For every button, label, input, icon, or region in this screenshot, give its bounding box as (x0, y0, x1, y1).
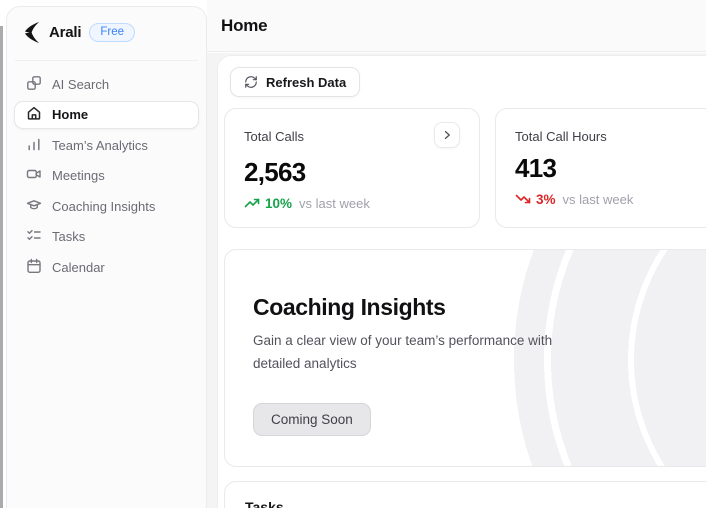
trending-down-icon (515, 191, 531, 207)
sidebar-item-label: Tasks (52, 229, 86, 244)
home-icon (26, 105, 42, 124)
stat-label: Total Calls (244, 129, 304, 144)
sidebar-item-label: Team’s Analytics (52, 137, 148, 153)
refresh-data-button[interactable]: Refresh Data (230, 67, 361, 97)
video-icon (26, 166, 42, 185)
sidebar-divider (15, 60, 198, 61)
stat-value: 413 (515, 153, 557, 183)
trend-compare: vs last week (299, 195, 370, 211)
calendar-icon (26, 258, 42, 277)
coaching-description: Gain a clear view of your team’s perform… (253, 333, 553, 371)
sidebar-item-label: Calendar (52, 259, 105, 275)
chevron-right-icon (441, 129, 453, 141)
tasks-title: Tasks (245, 499, 284, 508)
sidebar-item-home[interactable]: Home (14, 100, 199, 129)
sidebar-item-calendar[interactable]: Calendar (14, 253, 199, 281)
sidebar-item-coaching-insights[interactable]: Coaching Insights (14, 192, 199, 220)
sidebar-item-label: Home (52, 107, 89, 122)
ai-search-icon (26, 75, 42, 94)
coming-soon-button[interactable]: Coming Soon (253, 403, 371, 437)
stat-details-button[interactable] (434, 122, 460, 148)
stat-trend: 3% vs last week (515, 191, 706, 207)
refresh-icon (244, 75, 258, 89)
window-edge (0, 26, 3, 508)
main-panel: Refresh Data Total Calls 2,563 (217, 55, 706, 508)
stat-card-total-call-hours: Total Call Hours 413 3% vs last week (495, 108, 706, 228)
sidebar-item-label: Meetings (52, 168, 105, 183)
trend-percent: 10% (265, 195, 293, 211)
sidebar-nav: AI Search Home Team’s Analytics (7, 70, 206, 281)
sidebar-item-teams-analytics[interactable]: Team’s Analytics (14, 131, 199, 159)
trending-up-icon (244, 195, 260, 211)
sidebar-item-meetings[interactable]: Meetings (14, 162, 199, 190)
sidebar-item-label: Coaching Insights (52, 198, 156, 214)
page-title: Home (221, 15, 268, 35)
brand: Arali Free (7, 7, 206, 57)
trend-percent: 3% (536, 191, 556, 207)
trend-compare: vs last week (562, 191, 634, 207)
sidebar-item-tasks[interactable]: Tasks (14, 223, 199, 251)
stat-card-total-calls: Total Calls 2,563 (224, 108, 480, 228)
content-area: Refresh Data Total Calls 2,563 (207, 53, 706, 508)
brand-name: Arali (49, 24, 82, 41)
graduation-cap-icon (26, 197, 42, 216)
stat-label: Total Call Hours (515, 129, 607, 144)
stat-trend: 10% vs last week (244, 195, 460, 211)
refresh-label: Refresh Data (266, 74, 347, 90)
bar-chart-icon (26, 136, 42, 155)
plan-badge: Free (89, 23, 136, 42)
coaching-insights-card: Coaching Insights Gain a clear view of y… (224, 249, 706, 467)
arali-logo-icon (23, 22, 41, 43)
coaching-title: Coaching Insights (253, 294, 446, 320)
tasks-card: Tasks (224, 481, 706, 508)
checklist-icon (26, 227, 42, 246)
stat-value: 2,563 (244, 157, 306, 187)
sidebar-item-label: AI Search (52, 76, 110, 92)
stat-cards-row: Total Calls 2,563 (224, 108, 706, 228)
sidebar-item-ai-search[interactable]: AI Search (14, 70, 199, 98)
main-header: Home (207, 0, 706, 52)
sidebar: Arali Free AI Search Home (6, 6, 207, 508)
